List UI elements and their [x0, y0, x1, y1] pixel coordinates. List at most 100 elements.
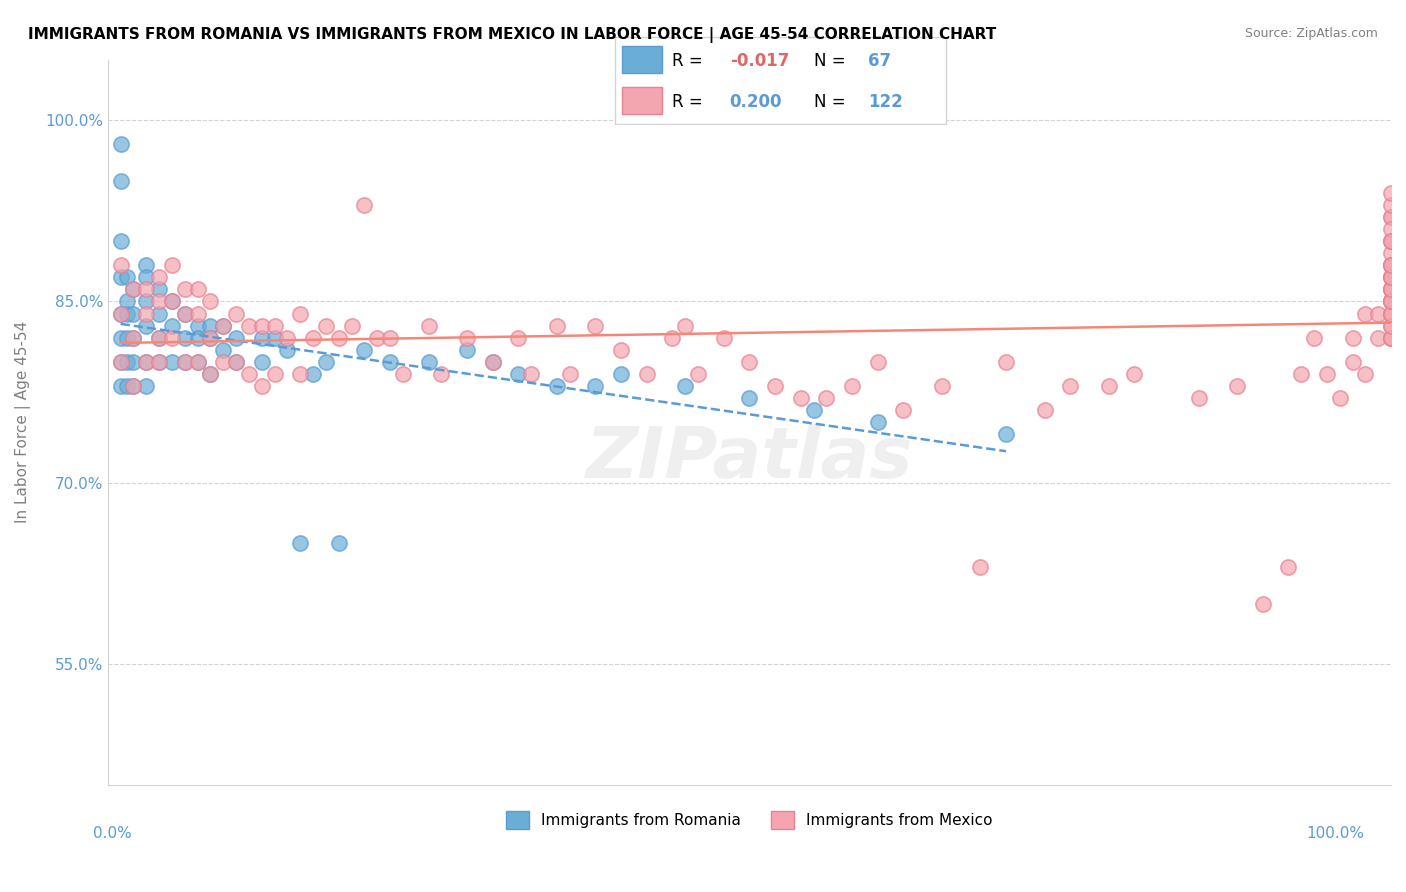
- Text: N =: N =: [814, 93, 851, 111]
- Point: [200, 331, 222, 345]
- Point: [122, 282, 145, 296]
- Point: [160, 318, 183, 333]
- Point: [148, 282, 170, 296]
- Point: [969, 560, 991, 574]
- Point: [135, 282, 157, 296]
- Point: [353, 197, 375, 211]
- Point: [122, 331, 145, 345]
- Point: [1033, 403, 1056, 417]
- Point: [200, 318, 222, 333]
- Point: [315, 318, 337, 333]
- Point: [160, 331, 183, 345]
- Point: [1379, 282, 1402, 296]
- Point: [546, 379, 568, 393]
- Point: [456, 331, 478, 345]
- Point: [1379, 282, 1402, 296]
- Point: [1251, 597, 1274, 611]
- Point: [115, 294, 138, 309]
- Point: [290, 367, 312, 381]
- Point: [1379, 210, 1402, 224]
- Point: [610, 343, 633, 357]
- Y-axis label: In Labor Force | Age 45-54: In Labor Force | Age 45-54: [15, 321, 31, 524]
- Point: [1379, 186, 1402, 200]
- Point: [1379, 282, 1402, 296]
- Point: [122, 306, 145, 320]
- Point: [841, 379, 863, 393]
- Point: [1367, 306, 1389, 320]
- Point: [135, 355, 157, 369]
- Point: [1379, 294, 1402, 309]
- Point: [212, 343, 235, 357]
- Point: [160, 355, 183, 369]
- Point: [200, 367, 222, 381]
- Point: [1379, 282, 1402, 296]
- Point: [738, 355, 761, 369]
- Legend: Immigrants from Romania, Immigrants from Mexico: Immigrants from Romania, Immigrants from…: [499, 805, 1000, 836]
- Point: [1329, 391, 1351, 405]
- Text: 100.0%: 100.0%: [1306, 827, 1365, 841]
- Point: [225, 355, 247, 369]
- Bar: [621, 87, 662, 114]
- Point: [148, 331, 170, 345]
- Point: [1379, 270, 1402, 285]
- Point: [1379, 246, 1402, 260]
- Point: [263, 318, 285, 333]
- Point: [212, 355, 235, 369]
- Point: [789, 391, 811, 405]
- Point: [135, 306, 157, 320]
- Point: [353, 343, 375, 357]
- Point: [661, 331, 683, 345]
- Point: [135, 294, 157, 309]
- Point: [148, 306, 170, 320]
- Point: [135, 258, 157, 272]
- Point: [122, 379, 145, 393]
- Point: [931, 379, 953, 393]
- Point: [378, 331, 401, 345]
- Point: [148, 355, 170, 369]
- Point: [148, 355, 170, 369]
- Text: R =: R =: [672, 93, 709, 111]
- Point: [122, 379, 145, 393]
- Point: [290, 536, 312, 550]
- Point: [1289, 367, 1312, 381]
- Text: 67: 67: [868, 52, 891, 70]
- Point: [160, 294, 183, 309]
- Point: [481, 355, 503, 369]
- Point: [135, 379, 157, 393]
- Text: IMMIGRANTS FROM ROMANIA VS IMMIGRANTS FROM MEXICO IN LABOR FORCE | AGE 45-54 COR: IMMIGRANTS FROM ROMANIA VS IMMIGRANTS FR…: [28, 27, 997, 43]
- Point: [328, 331, 350, 345]
- Point: [135, 318, 157, 333]
- Point: [340, 318, 363, 333]
- Point: [187, 355, 209, 369]
- Point: [583, 379, 606, 393]
- Point: [803, 403, 825, 417]
- Point: [115, 331, 138, 345]
- Point: [558, 367, 581, 381]
- Point: [1379, 282, 1402, 296]
- Point: [583, 318, 606, 333]
- Point: [173, 306, 195, 320]
- Point: [225, 355, 247, 369]
- Point: [1379, 294, 1402, 309]
- Point: [263, 331, 285, 345]
- Point: [456, 343, 478, 357]
- Point: [995, 427, 1018, 442]
- Point: [1226, 379, 1249, 393]
- Point: [302, 331, 325, 345]
- Point: [290, 306, 312, 320]
- Point: [636, 367, 658, 381]
- Text: 0.0%: 0.0%: [93, 827, 132, 841]
- Point: [250, 379, 273, 393]
- Point: [173, 282, 195, 296]
- Point: [110, 137, 132, 152]
- Point: [1367, 331, 1389, 345]
- Point: [1379, 294, 1402, 309]
- Point: [238, 367, 260, 381]
- Point: [430, 367, 453, 381]
- Point: [378, 355, 401, 369]
- Point: [160, 258, 183, 272]
- Point: [713, 331, 735, 345]
- Point: [135, 270, 157, 285]
- Point: [1379, 234, 1402, 248]
- Text: ZIPatlas: ZIPatlas: [586, 424, 912, 493]
